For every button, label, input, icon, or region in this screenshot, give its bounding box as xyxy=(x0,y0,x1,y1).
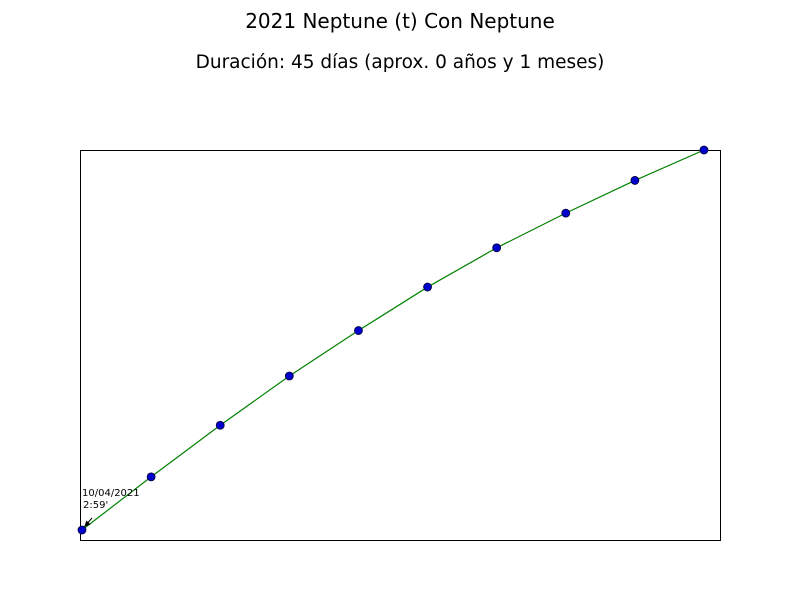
series-line xyxy=(81,149,705,531)
annotation-time-label: 2:59' xyxy=(83,500,108,511)
chart-title: 2021 Neptune (t) Con Neptune xyxy=(245,9,555,33)
data-point xyxy=(492,243,502,253)
data-point xyxy=(354,326,363,335)
data-point xyxy=(699,145,709,155)
data-point xyxy=(77,525,87,535)
annotation-arrow-head xyxy=(84,520,91,527)
plot-area-frame xyxy=(80,150,721,541)
chart-subtitle: Duración: 45 días (aprox. 0 años y 1 mes… xyxy=(195,52,605,73)
data-point xyxy=(284,371,294,381)
data-point xyxy=(561,208,571,218)
series-layer xyxy=(77,145,709,535)
data-point xyxy=(146,472,156,482)
data-point xyxy=(423,282,432,292)
annotation-date-label: 10/04/2021 xyxy=(82,488,140,499)
data-point xyxy=(215,420,225,430)
data-point xyxy=(630,176,640,185)
